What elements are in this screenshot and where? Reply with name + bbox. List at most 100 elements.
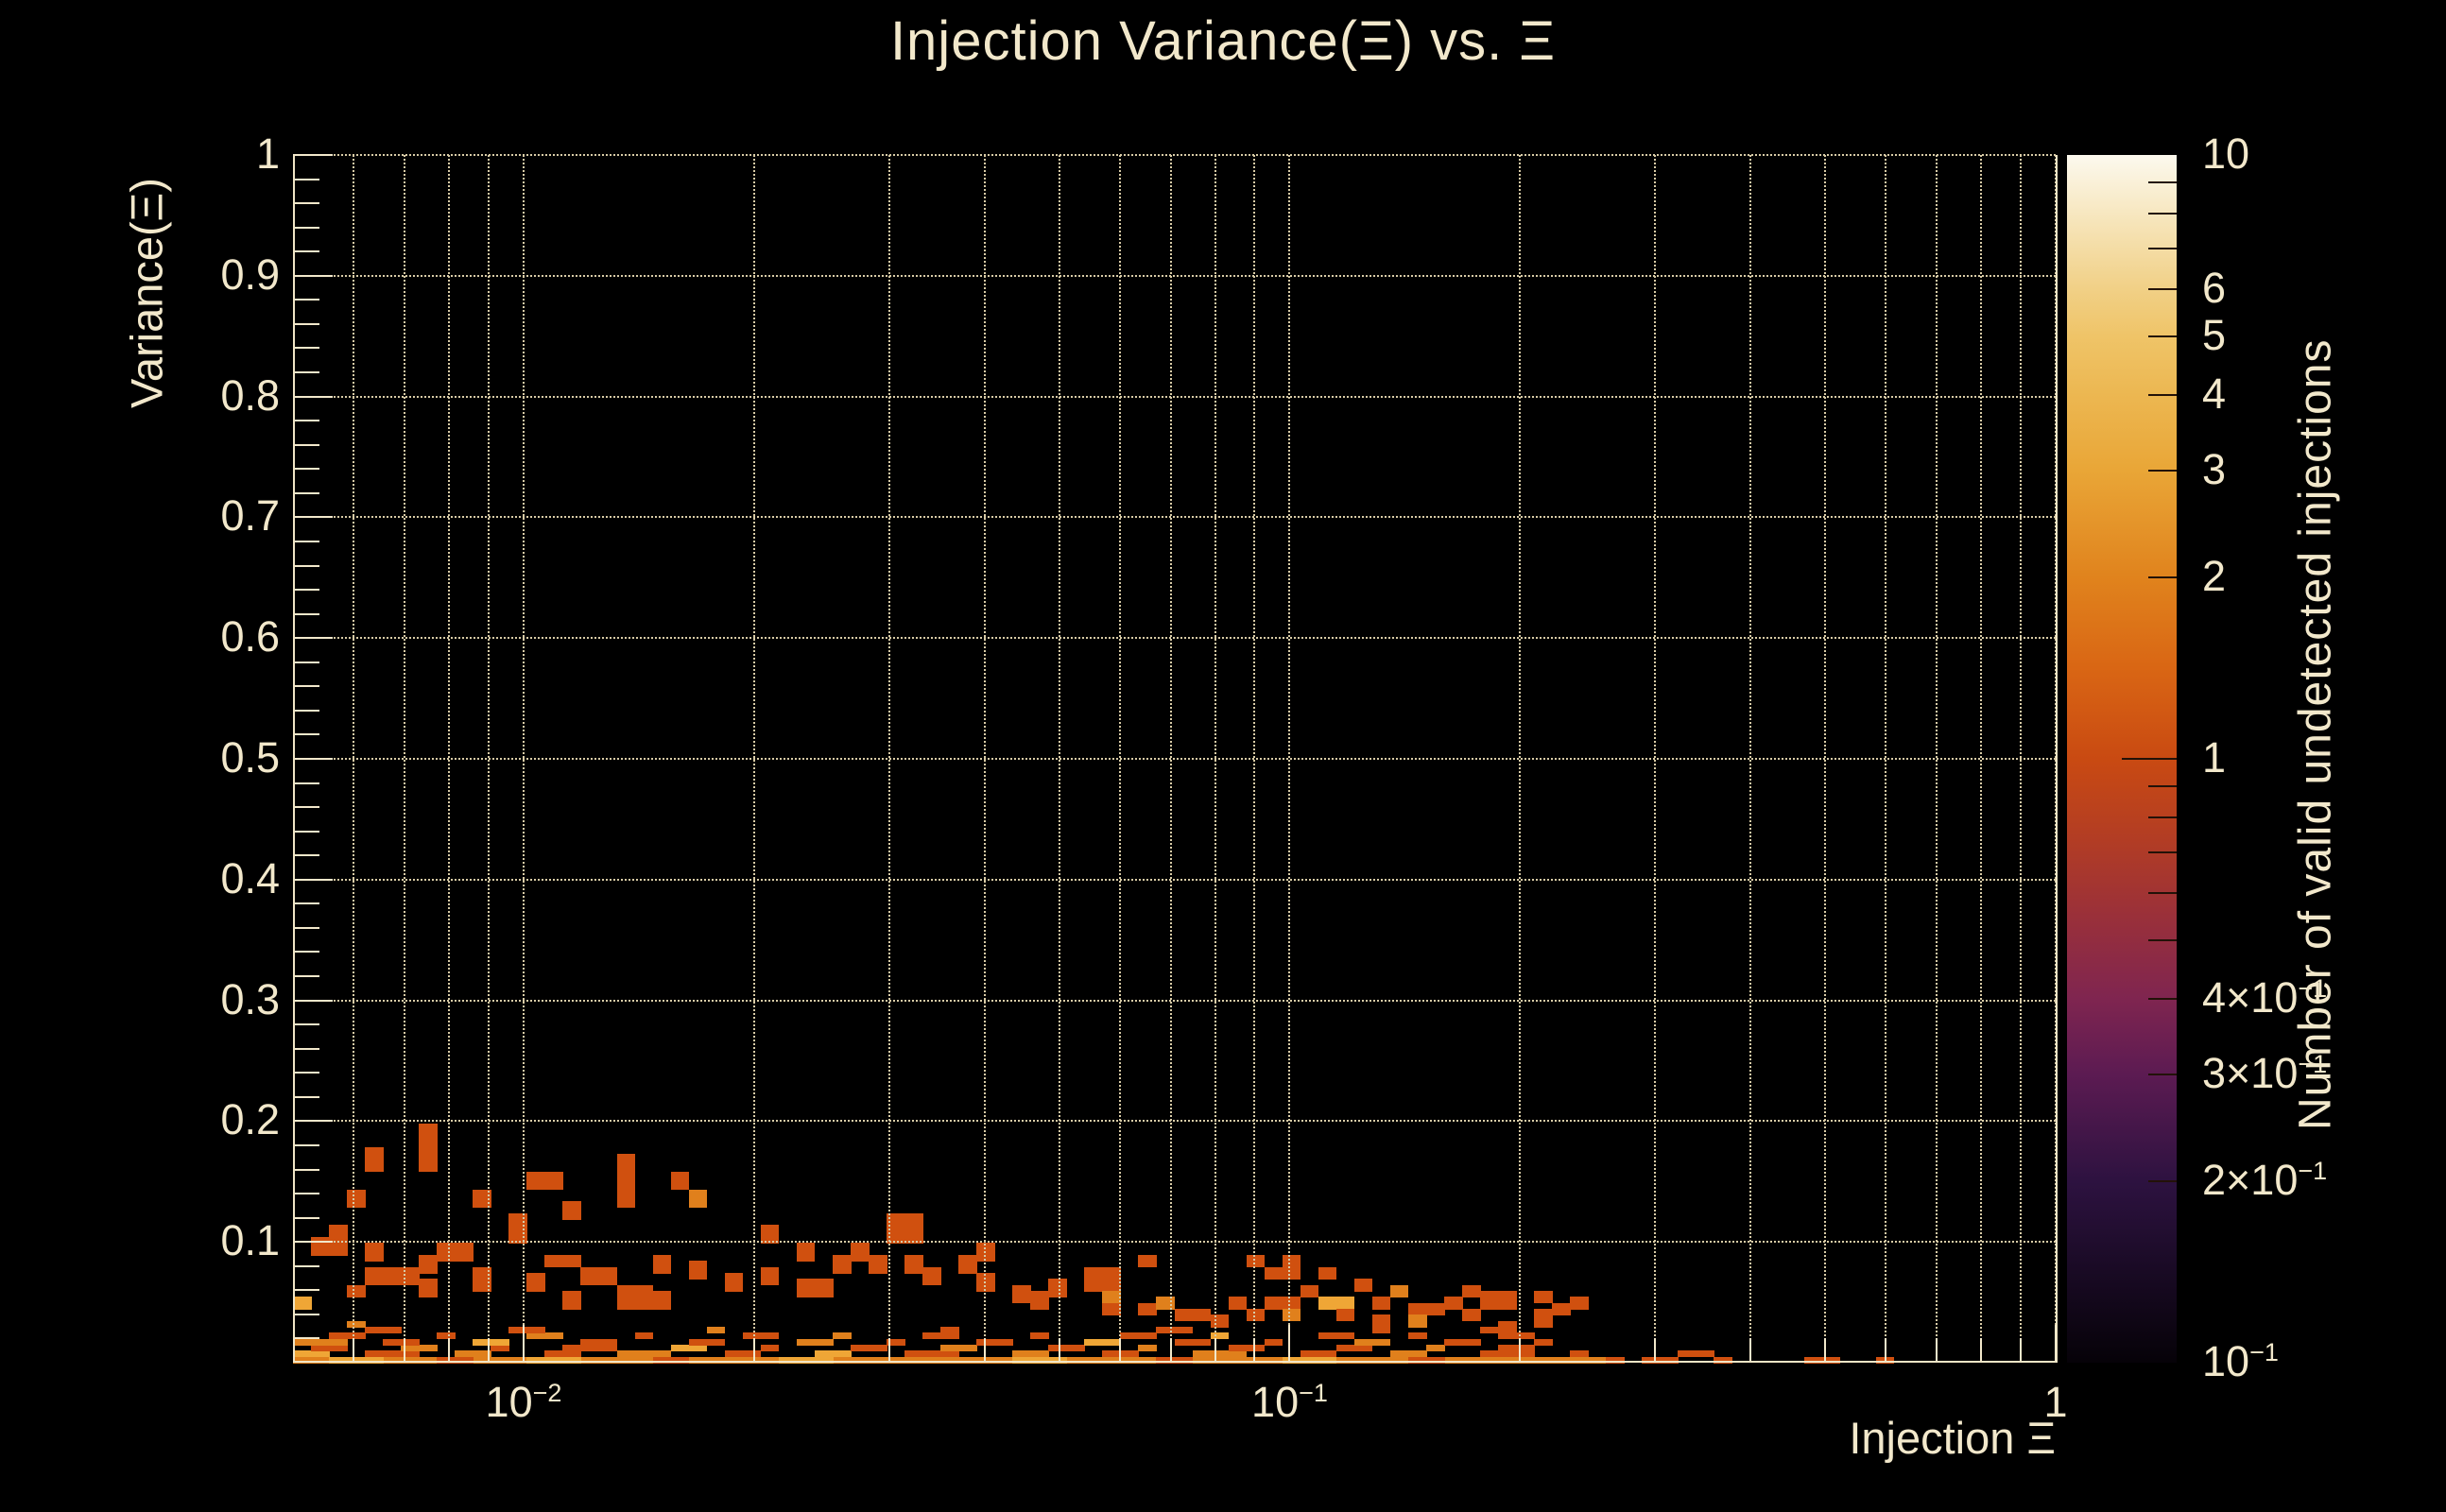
heatmap-cell [311, 1345, 348, 1351]
heatmap-cell [688, 1261, 708, 1280]
heatmap-cell [1318, 1332, 1355, 1340]
heatmap-cell [580, 1266, 618, 1286]
heatmap-cell [1642, 1356, 1679, 1364]
heatmap-cell [760, 1225, 780, 1245]
x-gridline [353, 155, 355, 1363]
heatmap-cell [1084, 1266, 1121, 1292]
y-minor-tick [293, 951, 319, 954]
heatmap-cell [1012, 1284, 1031, 1304]
heatmap-cell [1120, 1332, 1158, 1340]
heatmap-cell [473, 1189, 491, 1209]
y-gridline [293, 516, 2056, 519]
x-major-tick [1288, 1325, 1291, 1363]
heatmap-cell [562, 1291, 582, 1310]
heatmap-cell [904, 1255, 923, 1274]
x-minor-tick [1118, 1338, 1121, 1363]
heatmap-cell [419, 1123, 438, 1173]
heatmap-cell [958, 1255, 977, 1274]
heatmap-cell [1138, 1255, 1158, 1268]
x-gridline [1885, 155, 1887, 1363]
heatmap-cell [1228, 1345, 1266, 1351]
heatmap-cell [1443, 1338, 1481, 1346]
y-minor-tick [293, 1216, 319, 1219]
colorbar-minor-tick [2148, 335, 2177, 338]
heatmap-cell [1425, 1345, 1445, 1351]
heatmap-cell [1407, 1332, 1427, 1340]
y-minor-tick [293, 1168, 319, 1171]
x-gridline [1980, 155, 1983, 1363]
heatmap-cell [1264, 1266, 1283, 1280]
heatmap-cell [976, 1273, 995, 1292]
heatmap-cell [652, 1356, 690, 1364]
heatmap-cell [940, 1345, 977, 1351]
heatmap-cell [688, 1189, 708, 1209]
x-minor-tick [404, 1338, 406, 1363]
colorbar-tick-label: 6 [2202, 263, 2227, 312]
heatmap-cell [1174, 1309, 1212, 1322]
y-gridline [293, 274, 2056, 277]
heatmap-cell [976, 1338, 1013, 1346]
heatmap-cell [688, 1338, 726, 1346]
x-minor-tick [887, 1338, 890, 1363]
heatmap-cell [652, 1291, 672, 1310]
colorbar-minor-tick [2148, 1179, 2177, 1182]
heatmap-cell [904, 1356, 941, 1364]
heatmap-cell [293, 1338, 348, 1346]
heatmap-cell [1210, 1314, 1230, 1328]
heatmap-cell [616, 1284, 654, 1310]
heatmap-cell [491, 1345, 509, 1351]
y-minor-tick [293, 468, 319, 471]
heatmap-cell [634, 1332, 654, 1340]
heatmap-cell [1335, 1345, 1373, 1351]
y-minor-tick [293, 589, 319, 592]
heatmap-cell [1246, 1309, 1266, 1322]
heatmap-cell [1570, 1297, 1589, 1310]
heatmap-cell [508, 1212, 527, 1245]
heatmap-cell [616, 1153, 636, 1209]
x-gridline [1654, 155, 1657, 1363]
heatmap-cell [1606, 1356, 1625, 1364]
y-minor-tick [293, 854, 319, 857]
y-tick-label: 0.5 [220, 733, 280, 782]
x-minor-tick [353, 1338, 355, 1363]
y-minor-tick [293, 902, 319, 905]
y-tick-label: 0.7 [220, 491, 280, 541]
heatmap-cell [922, 1266, 941, 1286]
y-minor-tick [293, 806, 319, 809]
colorbar-minor-tick [2148, 939, 2177, 942]
colorbar-minor-tick [2148, 287, 2177, 290]
y-minor-tick [293, 1143, 319, 1146]
heatmap-cell [922, 1332, 959, 1340]
colorbar-major-tick [2122, 758, 2177, 760]
y-major-tick [293, 1241, 333, 1244]
y-minor-tick [293, 1095, 319, 1098]
y-minor-tick [293, 926, 319, 929]
heatmap-cell [1228, 1297, 1248, 1310]
heatmap-cell [1480, 1327, 1499, 1333]
y-tick-label: 0.1 [220, 1216, 280, 1265]
heatmap-cell [419, 1279, 438, 1297]
x-gridline [1118, 155, 1121, 1363]
x-gridline [1169, 155, 1172, 1363]
heatmap-cell [724, 1350, 762, 1358]
heatmap-cell [473, 1266, 491, 1292]
x-minor-tick [1253, 1338, 1256, 1363]
y-gridline [293, 637, 2056, 640]
heatmap-cell [1282, 1255, 1301, 1280]
x-gridline [1288, 155, 1291, 1363]
heatmap-cell [1371, 1314, 1391, 1328]
y-major-tick [293, 758, 333, 760]
y-minor-tick [293, 371, 319, 374]
heatmap-cell [1480, 1291, 1517, 1310]
heatmap-cell [508, 1327, 546, 1333]
x-minor-tick [1980, 1338, 1983, 1363]
x-tick-label: 10−2 [485, 1378, 562, 1426]
heatmap-cell [1102, 1302, 1121, 1315]
heatmap-cell [437, 1356, 474, 1364]
heatmap-cell [1264, 1297, 1301, 1310]
y-minor-tick [293, 420, 319, 422]
heatmap-cell [670, 1345, 708, 1351]
heatmap-cell [544, 1255, 582, 1268]
y-gridline [293, 1120, 2056, 1123]
